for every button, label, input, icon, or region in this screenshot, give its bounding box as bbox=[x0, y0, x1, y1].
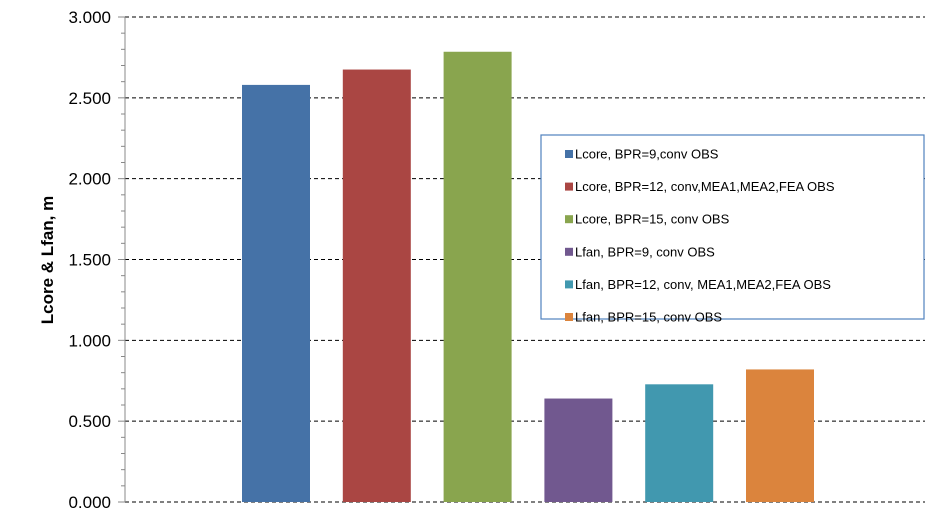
bar bbox=[242, 84, 310, 503]
legend-swatch bbox=[565, 150, 573, 158]
legend-swatch bbox=[565, 215, 573, 224]
y-tick-label: 2.500 bbox=[68, 89, 111, 108]
bar bbox=[544, 398, 613, 502]
y-tick-label: 1.500 bbox=[68, 251, 111, 270]
bar bbox=[746, 369, 814, 502]
y-axis bbox=[118, 16, 126, 503]
legend-swatch bbox=[565, 247, 573, 256]
y-tick-label: 0.500 bbox=[68, 412, 111, 431]
bars bbox=[242, 51, 814, 503]
y-tick-label: 2.000 bbox=[68, 170, 111, 189]
bar bbox=[342, 69, 411, 503]
legend-label: Lfan, BPR=9, conv OBS bbox=[575, 244, 715, 259]
legend-label: Lcore, BPR=12, conv,MEA1,MEA2,FEA OBS bbox=[575, 179, 835, 194]
bar bbox=[443, 51, 512, 503]
legend-label: Lfan, BPR=15, conv OBS bbox=[575, 310, 722, 325]
legend-box bbox=[540, 134, 925, 320]
legend-swatch bbox=[565, 313, 573, 321]
legend-label: Lfan, BPR=12, conv, MEA1,MEA2,FEA OBS bbox=[575, 277, 831, 292]
y-tick-label: 1.000 bbox=[68, 331, 111, 350]
legend: Lcore, BPR=9,conv OBS Lcore, BPR=12, conv… bbox=[540, 134, 925, 325]
legend-label: Lcore, BPR=9,conv OBS bbox=[575, 147, 719, 162]
legend-label: Lcore, BPR=15, conv OBS bbox=[575, 212, 730, 227]
legend-swatch bbox=[565, 280, 573, 289]
y-axis-title: Lcore & Lfan, m bbox=[38, 196, 57, 324]
y-tick-label: 0.000 bbox=[68, 493, 111, 512]
y-tick-labels: 0.000 0.500 1.000 1.500 2.000 2.500 3.000 bbox=[68, 8, 111, 512]
legend-swatch bbox=[565, 182, 573, 191]
legend-items: Lcore, BPR=9,conv OBS Lcore, BPR=12, conv… bbox=[565, 147, 835, 325]
bar bbox=[645, 384, 714, 502]
y-tick-label: 3.000 bbox=[68, 8, 111, 27]
